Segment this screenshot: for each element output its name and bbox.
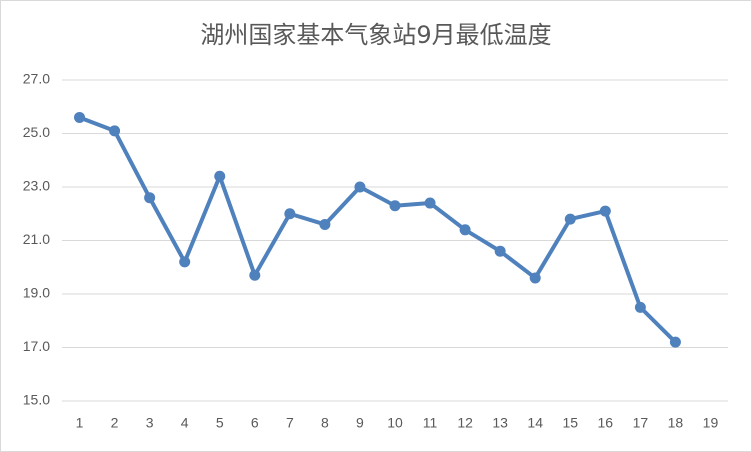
x-tick-label: 3 bbox=[146, 415, 154, 431]
x-tick-label: 9 bbox=[356, 415, 364, 431]
x-tick-label: 4 bbox=[181, 415, 189, 431]
x-tick-label: 19 bbox=[703, 415, 719, 431]
data-point bbox=[634, 301, 646, 313]
x-tick-label: 17 bbox=[633, 415, 649, 431]
x-tick-label: 11 bbox=[423, 415, 438, 431]
data-point bbox=[144, 192, 156, 204]
data-point bbox=[249, 269, 261, 281]
x-tick-label: 12 bbox=[457, 415, 473, 431]
x-tick-label: 16 bbox=[598, 415, 614, 431]
x-tick-label: 14 bbox=[527, 415, 543, 431]
x-tick-label: 2 bbox=[111, 415, 119, 431]
data-point bbox=[74, 111, 86, 123]
data-point bbox=[599, 205, 611, 217]
data-point bbox=[319, 218, 331, 230]
chart-title: 湖州国家基本气象站9月最低温度 bbox=[200, 21, 551, 49]
data-point bbox=[669, 336, 681, 348]
data-point bbox=[354, 181, 366, 193]
data-point bbox=[529, 272, 541, 284]
y-tick-label: 19.0 bbox=[23, 285, 50, 301]
x-tick-label: 6 bbox=[251, 415, 259, 431]
y-tick-label: 25.0 bbox=[23, 124, 50, 140]
y-tick-label: 21.0 bbox=[23, 231, 50, 247]
data-point bbox=[284, 208, 296, 220]
data-point bbox=[494, 245, 506, 257]
x-tick-label: 15 bbox=[562, 415, 578, 431]
data-point bbox=[424, 197, 436, 209]
x-tick-label: 5 bbox=[216, 415, 224, 431]
data-point bbox=[214, 170, 226, 182]
y-tick-label: 17.0 bbox=[23, 338, 50, 354]
x-tick-label: 1 bbox=[76, 415, 84, 431]
y-tick-label: 15.0 bbox=[23, 392, 50, 408]
y-tick-label: 23.0 bbox=[23, 178, 50, 194]
x-tick-label: 10 bbox=[387, 415, 403, 431]
data-line bbox=[78, 115, 677, 344]
y-tick-label: 27.0 bbox=[23, 71, 50, 87]
x-tick-label: 8 bbox=[321, 415, 329, 431]
x-tick-label: 13 bbox=[492, 415, 508, 431]
x-tick-label: 18 bbox=[668, 415, 684, 431]
data-point bbox=[564, 213, 576, 225]
data-point bbox=[389, 200, 401, 212]
data-point bbox=[459, 224, 471, 236]
data-point bbox=[109, 125, 121, 137]
data-point bbox=[179, 256, 191, 268]
x-tick-label: 7 bbox=[286, 415, 294, 431]
